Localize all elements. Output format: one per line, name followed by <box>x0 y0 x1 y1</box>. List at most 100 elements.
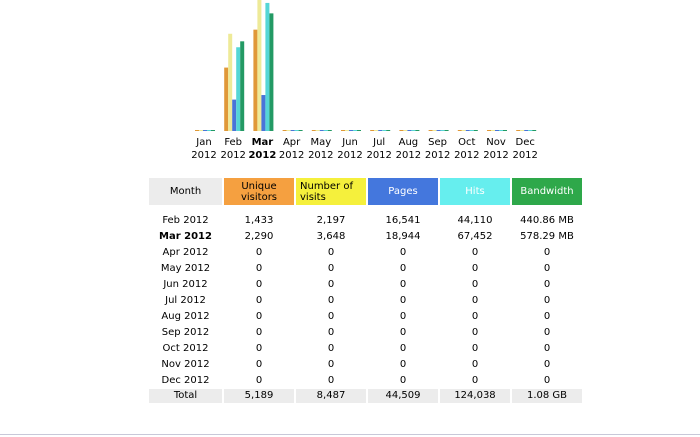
month-name: Sep <box>428 137 448 148</box>
bar-visits-feb <box>228 33 233 131</box>
cell-hits: 0 <box>471 279 479 290</box>
bar-hits-sep <box>440 130 445 131</box>
bar-hits-jun <box>353 130 357 131</box>
bar-uniq-jan <box>195 130 199 131</box>
month-name: Jun <box>342 137 358 148</box>
cell-visits: 0 <box>327 327 335 338</box>
cell-visits: 0 <box>327 359 335 370</box>
table-row: Sep 2012 0 0 0 0 0 <box>149 325 582 341</box>
cell-uniq: 0 <box>255 343 263 354</box>
bar-pages-may <box>319 130 324 131</box>
table-header-row: Month Unique visitors Number of visits P… <box>149 178 582 205</box>
bar-bandwidth-aug <box>415 130 420 131</box>
month-name: Aug <box>398 137 419 148</box>
month-name: Feb <box>224 137 243 148</box>
cell-visits: 0 <box>327 311 335 322</box>
month-year: 2012 <box>220 150 246 161</box>
bar-uniq-jun <box>341 130 345 131</box>
bar-pages-mar <box>261 95 266 131</box>
bar-hits-jan <box>207 130 211 131</box>
cell-bandwidth: 0 <box>543 375 551 386</box>
cell-bandwidth: 0 <box>543 263 551 274</box>
month-year: 2012 <box>337 150 363 161</box>
bar-hits-apr <box>294 130 299 131</box>
cell-visits: 0 <box>327 295 335 306</box>
bar-visits-aug <box>403 130 408 131</box>
cell-month: Jul 2012 <box>165 295 206 306</box>
cell-pages: 0 <box>399 359 407 370</box>
total-month: Total <box>149 389 222 403</box>
cell-uniq: 0 <box>255 295 263 306</box>
bar-visits-jun <box>345 130 349 131</box>
cell-pages: 0 <box>399 263 407 274</box>
bar-bandwidth-may <box>327 130 332 131</box>
month-year: 2012 <box>512 150 538 161</box>
cell-bandwidth: 578.29 MB <box>520 231 574 242</box>
month-name: Jul <box>373 137 386 148</box>
month-name: Apr <box>282 137 301 148</box>
month-name: May <box>310 137 332 148</box>
table-row: Jun 2012 0 0 0 0 0 <box>149 277 582 293</box>
month-year: 2012 <box>308 150 334 161</box>
cell-pages: 0 <box>399 343 407 354</box>
header-number-of-visits: Number of visits <box>296 178 366 205</box>
cell-month: Feb 2012 <box>162 215 209 226</box>
month-label-feb: Feb 2012 <box>218 136 248 162</box>
cell-pages: 0 <box>399 327 407 338</box>
table-row: May 2012 0 0 0 0 0 <box>149 261 582 277</box>
header-pages: Pages <box>368 178 438 205</box>
bar-bandwidth-oct <box>473 130 478 131</box>
cell-hits: 0 <box>471 263 479 274</box>
cell-hits: 0 <box>471 311 479 322</box>
bar-hits-mar <box>265 2 270 132</box>
bar-uniq-may <box>311 130 316 131</box>
cell-visits: 0 <box>327 343 335 354</box>
bar-hits-nov <box>499 130 503 131</box>
cell-uniq: 1,433 <box>244 215 274 226</box>
bar-visits-jan <box>199 130 203 131</box>
cell-visits: 0 <box>327 263 335 274</box>
cell-visits: 0 <box>327 375 335 386</box>
cell-month: Aug 2012 <box>161 311 210 322</box>
month-label-dec: Dec 2012 <box>510 136 540 162</box>
cell-bandwidth: 0 <box>543 327 551 338</box>
bar-hits-jul <box>382 130 387 131</box>
bar-hits-oct <box>469 130 474 131</box>
cell-pages: 16,541 <box>385 215 421 226</box>
bar-pages-apr <box>290 130 295 131</box>
month-year: 2012 <box>483 150 509 161</box>
cell-visits: 2,197 <box>316 215 346 226</box>
month-year: 2012 <box>248 150 277 161</box>
bar-pages-aug <box>407 130 412 131</box>
total-visits: 8,487 <box>296 389 366 403</box>
month-label-oct: Oct 2012 <box>452 136 482 162</box>
cell-hits: 44,110 <box>457 215 493 226</box>
month-year: 2012 <box>366 150 392 161</box>
page-divider <box>0 434 700 435</box>
bar-hits-may <box>323 130 328 131</box>
month-name: Dec <box>515 137 535 148</box>
bar-hits-aug <box>411 130 416 131</box>
bar-bandwidth-apr <box>298 130 303 131</box>
monthly-stats-table: Month Unique visitors Number of visits P… <box>147 178 584 403</box>
bar-pages-dec <box>524 130 529 131</box>
bar-pages-jun <box>349 130 353 131</box>
cell-pages: 0 <box>399 375 407 386</box>
bar-uniq-sep <box>428 130 433 131</box>
cell-month: Oct 2012 <box>162 343 209 354</box>
total-bandwidth: 1.08 GB <box>512 389 582 403</box>
cell-month: Mar 2012 <box>159 231 212 242</box>
bar-uniq-dec <box>516 130 521 131</box>
cell-month: Nov 2012 <box>161 359 210 370</box>
bar-pages-feb <box>232 99 237 131</box>
cell-pages: 0 <box>399 295 407 306</box>
bar-visits-apr <box>286 130 291 131</box>
cell-pages: 0 <box>399 279 407 290</box>
bar-visits-nov <box>491 130 495 131</box>
month-label-apr: Apr 2012 <box>277 136 307 162</box>
cell-hits: 0 <box>471 359 479 370</box>
bar-pages-nov <box>495 130 499 131</box>
cell-bandwidth: 0 <box>543 295 551 306</box>
bar-pages-jul <box>378 130 383 131</box>
cell-uniq: 0 <box>255 311 263 322</box>
